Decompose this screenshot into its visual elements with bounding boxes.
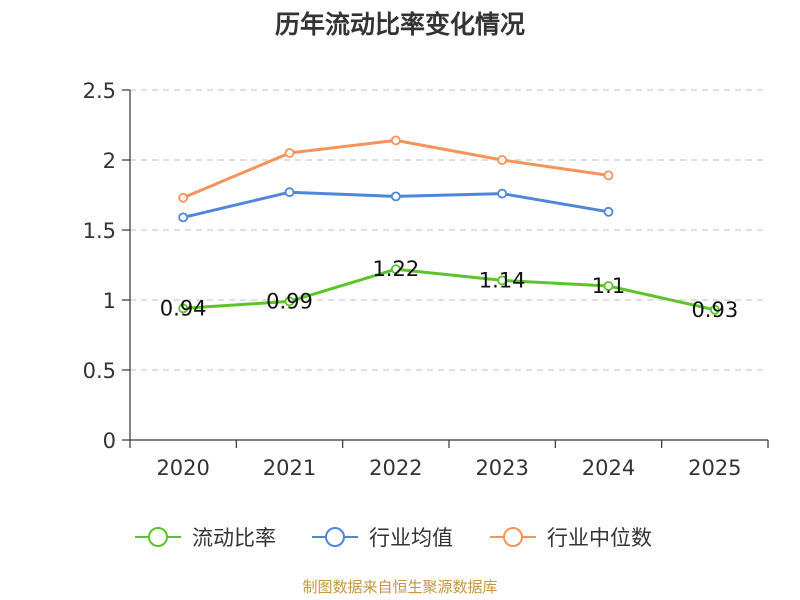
x-tick-label-2022: 2022 [369, 456, 422, 480]
point-2-2021 [284, 148, 295, 158]
x-tick-label-2021: 2021 [263, 456, 316, 480]
x-tick-label-2023: 2023 [475, 456, 528, 480]
legend-marker-2 [503, 527, 523, 547]
y-tick-label-3: 1.5 [83, 219, 116, 243]
data-label-0-2020: 0.94 [160, 296, 207, 320]
point-1-2020 [178, 212, 189, 223]
point-1-2023 [497, 188, 508, 199]
data-label-0-2025: 0.93 [691, 298, 738, 322]
data-label-0-2024: 1.1 [592, 274, 625, 298]
point-1-2021 [284, 187, 295, 198]
series-line-0 [183, 267, 716, 312]
point-0-2020 [178, 303, 189, 314]
legend-label-1: 行业均值 [369, 526, 453, 550]
grid-lines [130, 89, 768, 371]
point-0-2023 [497, 275, 508, 286]
data-label-0-2022: 1.22 [372, 257, 419, 281]
x-tick-label-2025: 2025 [688, 456, 741, 480]
point-1-2024 [603, 206, 614, 217]
point-0-2021 [284, 296, 295, 307]
source-note: 制图数据来自恒生聚源数据库 [302, 578, 497, 596]
data-labels: 0.94 0.99 1.22 1.14 1.1 0.93 [160, 257, 738, 322]
legend-label-2: 行业中位数 [547, 526, 652, 550]
point-2-2022 [390, 135, 401, 146]
point-1-2022 [390, 191, 401, 202]
axes: 0 0.5 1 1.5 2 2.5 2020 2021 2022 2023 2024 2025 [83, 79, 769, 480]
point-0-2024 [603, 281, 614, 291]
x-tick-label-2024: 2024 [582, 456, 635, 480]
point-0-2025 [709, 304, 720, 315]
legend-label-0: 流动比率 [192, 526, 276, 550]
x-tick-label-2020: 2020 [156, 456, 209, 480]
series-line-2 [182, 138, 609, 200]
point-0-2022 [390, 264, 401, 275]
legend: 流动比率 行业均值 行业中位数 [135, 526, 652, 550]
y-tick-label-4: 2 [103, 149, 116, 173]
y-tick-label-1: 0.5 [83, 359, 116, 383]
series-layer [178, 135, 720, 315]
y-tick-label-0: 0 [103, 429, 116, 453]
chart-title: 历年流动比率变化情况 [275, 10, 525, 39]
y-tick-label-5: 2.5 [83, 79, 116, 103]
point-2-2020 [178, 192, 189, 203]
y-tick-label-2: 1 [103, 289, 116, 313]
legend-marker-1 [325, 527, 345, 547]
point-2-2023 [497, 155, 508, 165]
legend-marker-0 [148, 527, 168, 547]
data-label-0-2023: 1.14 [479, 268, 526, 292]
point-2-2024 [603, 170, 614, 181]
data-label-0-2021: 0.99 [266, 289, 313, 313]
